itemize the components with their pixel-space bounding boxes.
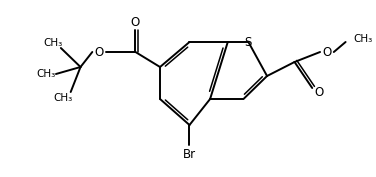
Text: S: S [245,36,252,48]
Text: O: O [314,85,324,98]
Text: O: O [131,16,140,30]
Text: CH₃: CH₃ [353,34,373,44]
Text: CH₃: CH₃ [53,93,73,103]
Text: Br: Br [183,147,196,161]
Text: CH₃: CH₃ [36,69,56,79]
Text: O: O [94,45,104,59]
Text: O: O [322,45,332,59]
Text: CH₃: CH₃ [43,38,63,48]
